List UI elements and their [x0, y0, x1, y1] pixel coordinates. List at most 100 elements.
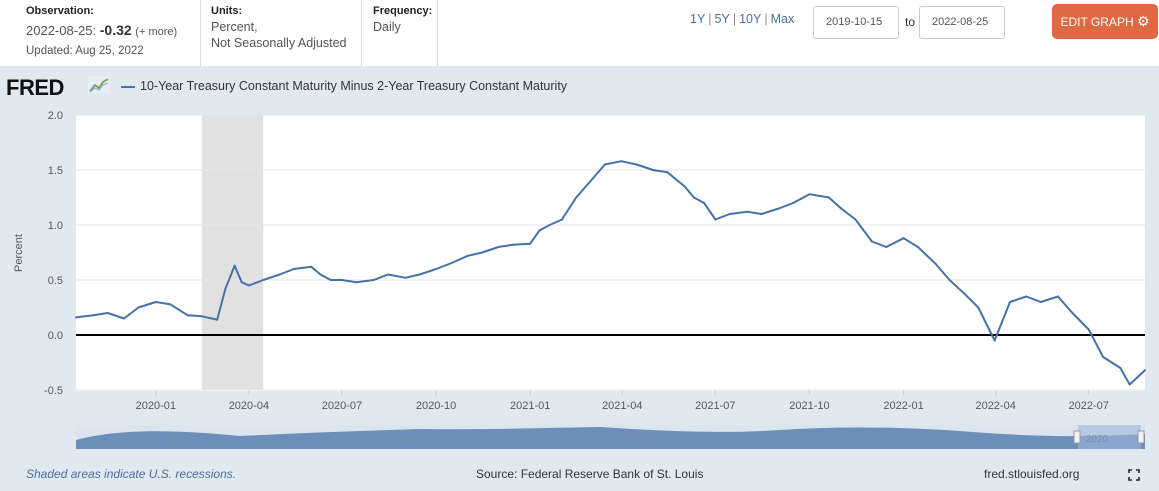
data-point[interactable] [1102, 356, 1105, 358]
data-point[interactable] [75, 316, 77, 319]
data-point[interactable] [481, 251, 484, 254]
data-point[interactable] [962, 292, 965, 295]
data-point[interactable] [1144, 369, 1146, 372]
data-point[interactable] [902, 237, 905, 240]
data-point[interactable] [548, 224, 551, 226]
navigator-right-handle[interactable] [1137, 430, 1145, 444]
data-point[interactable] [603, 163, 606, 166]
data-point[interactable] [240, 281, 243, 284]
data-point[interactable] [511, 243, 514, 246]
data-point[interactable] [827, 196, 830, 199]
data-point[interactable] [292, 268, 295, 270]
updated-date: Updated: Aug 25, 2022 [26, 45, 144, 57]
data-point[interactable] [1071, 312, 1074, 314]
range-5y-link[interactable]: 5Y [714, 12, 730, 26]
data-point[interactable] [683, 185, 686, 188]
data-point[interactable] [1008, 301, 1011, 303]
data-point[interactable] [934, 262, 937, 265]
data-point[interactable] [1087, 328, 1090, 331]
data-point[interactable] [854, 218, 857, 221]
data-point[interactable] [278, 273, 281, 276]
data-point[interactable] [418, 273, 421, 276]
end-date-input[interactable]: 2022-08-25 [919, 6, 1005, 39]
data-point[interactable] [106, 312, 109, 314]
data-point[interactable] [169, 303, 172, 306]
data-point[interactable] [186, 314, 189, 317]
y-tick-label: 0.0 [48, 330, 63, 342]
chart[interactable]: -0.5 0.0 0.5 1.0 1.5 2.0 2020-01 2020-04 2020-0… [0, 100, 1159, 460]
data-point[interactable] [635, 163, 638, 166]
data-point[interactable] [340, 279, 343, 281]
data-point[interactable] [1128, 383, 1131, 386]
x-tick-label: 2021-01 [510, 400, 550, 412]
data-point[interactable] [870, 240, 873, 243]
data-point[interactable] [1025, 295, 1028, 298]
data-point[interactable] [497, 246, 500, 248]
navigator-selection[interactable] [1078, 425, 1141, 449]
data-point[interactable] [137, 306, 140, 309]
data-point[interactable] [728, 213, 731, 215]
data-point[interactable] [692, 196, 695, 199]
frequency-value: Daily [373, 20, 401, 34]
data-point[interactable] [703, 202, 706, 204]
data-point[interactable] [200, 315, 203, 318]
data-point[interactable] [466, 254, 469, 257]
navigator[interactable]: 1980 1990 2000 2010 2020 [76, 425, 1145, 449]
data-point[interactable] [404, 276, 407, 279]
data-point[interactable] [262, 279, 265, 281]
data-point[interactable] [808, 193, 811, 196]
units-panel: Units: Percent, Not Seasonally Adjusted [202, 0, 362, 66]
range-10y-link[interactable]: 10Y [739, 12, 762, 26]
observation-more-link[interactable]: (+ more) [135, 26, 178, 38]
fullscreen-icon[interactable] [1128, 469, 1140, 481]
data-point[interactable] [435, 268, 438, 270]
units-line1: Percent, [211, 20, 258, 34]
units-line2: Not Seasonally Adjusted [211, 36, 347, 50]
data-point[interactable] [885, 246, 888, 248]
x-tick-label: 2020-07 [322, 400, 362, 412]
data-point[interactable] [538, 229, 541, 232]
data-point[interactable] [666, 171, 669, 174]
data-point[interactable] [92, 314, 95, 317]
data-point[interactable] [319, 273, 322, 276]
data-point[interactable] [216, 318, 219, 321]
data-point[interactable] [1057, 295, 1060, 298]
data-point[interactable] [589, 180, 592, 182]
data-point[interactable] [993, 339, 996, 342]
data-point[interactable] [449, 262, 452, 265]
data-point[interactable] [233, 264, 236, 267]
observation-value: -0.32 [99, 22, 132, 38]
data-point[interactable] [329, 279, 332, 281]
data-point[interactable] [1039, 301, 1042, 303]
data-point[interactable] [372, 279, 375, 281]
data-point[interactable] [1119, 367, 1122, 369]
edit-graph-button[interactable]: EDIT GRAPH ⚙ [1052, 4, 1158, 39]
data-point[interactable] [560, 218, 563, 221]
data-point[interactable] [651, 169, 654, 171]
data-point[interactable] [575, 196, 578, 199]
data-point[interactable] [310, 265, 313, 268]
data-point[interactable] [529, 242, 532, 245]
series-title: 10-Year Treasury Constant Maturity Minus… [140, 79, 568, 93]
navigator-left-handle[interactable] [1073, 430, 1081, 444]
data-point[interactable] [620, 160, 623, 163]
data-point[interactable] [247, 284, 250, 287]
data-point[interactable] [154, 301, 157, 303]
data-point[interactable] [916, 246, 919, 248]
data-point[interactable] [746, 210, 749, 213]
range-1y-link[interactable]: 1Y [690, 12, 706, 26]
data-point[interactable] [714, 218, 717, 221]
start-date-input[interactable]: 2019-10-15 [813, 6, 899, 39]
range-max-link[interactable]: Max [770, 12, 795, 26]
data-point[interactable] [948, 279, 951, 281]
data-point[interactable] [224, 287, 227, 290]
data-point[interactable] [387, 273, 390, 276]
data-point[interactable] [977, 306, 980, 309]
data-point[interactable] [123, 317, 126, 320]
data-point[interactable] [760, 213, 763, 215]
data-point[interactable] [777, 207, 780, 210]
data-point[interactable] [355, 281, 358, 284]
data-point[interactable] [840, 207, 843, 210]
site-link[interactable]: fred.stlouisfed.org [984, 467, 1080, 481]
data-point[interactable] [792, 202, 795, 204]
